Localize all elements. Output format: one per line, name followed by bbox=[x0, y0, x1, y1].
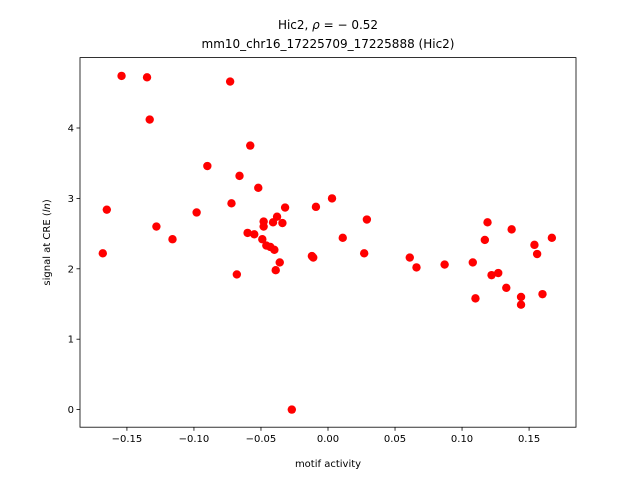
data-point-48 bbox=[516, 292, 526, 302]
data-point-3 bbox=[142, 73, 152, 82]
data-point-16 bbox=[254, 183, 263, 193]
data-point-17 bbox=[258, 235, 267, 244]
chart-title: Hic2, ρ = − 0.52 mm10_chr16_17225709_172… bbox=[202, 18, 455, 51]
y-tick-label: 1 bbox=[68, 335, 74, 346]
chart-title-line2: mm10_chr16_17225709_17225888 (Hic2) bbox=[202, 37, 455, 51]
data-point-52 bbox=[538, 289, 547, 299]
data-point-26 bbox=[275, 258, 284, 267]
data-point-49 bbox=[516, 300, 526, 309]
data-point-27 bbox=[278, 218, 287, 228]
data-point-45 bbox=[494, 268, 503, 278]
y-tick-label: 4 bbox=[68, 124, 74, 135]
data-point-6 bbox=[168, 235, 177, 244]
y-axis: 0 1 2 3 4 bbox=[68, 124, 80, 416]
data-point-8 bbox=[203, 161, 212, 171]
data-point-12 bbox=[235, 171, 244, 181]
data-point-7 bbox=[192, 208, 201, 217]
data-point-29 bbox=[287, 405, 297, 414]
data-point-1 bbox=[102, 205, 112, 214]
x-tick-label: −0.10 bbox=[179, 434, 210, 445]
y-tick-label: 2 bbox=[68, 264, 74, 275]
data-point-5 bbox=[152, 222, 161, 231]
data-point-34 bbox=[338, 233, 347, 243]
data-point-41 bbox=[471, 294, 480, 303]
data-point-51 bbox=[532, 249, 542, 259]
data-point-36 bbox=[362, 215, 372, 224]
x-tick-label: 0.10 bbox=[451, 434, 473, 445]
data-point-40 bbox=[468, 258, 477, 267]
x-tick-label: 0.15 bbox=[518, 434, 540, 445]
data-point-46 bbox=[502, 283, 511, 293]
data-point-42 bbox=[480, 235, 490, 245]
data-point-28 bbox=[280, 203, 290, 212]
data-point-31 bbox=[309, 253, 318, 262]
data-point-47 bbox=[507, 225, 516, 234]
data-point-10 bbox=[227, 199, 236, 208]
data-point-24 bbox=[271, 266, 280, 275]
x-tick-label: −0.15 bbox=[112, 434, 143, 445]
data-point-32 bbox=[311, 202, 321, 212]
data-point-43 bbox=[483, 218, 492, 227]
plot-area-frame bbox=[79, 57, 577, 428]
data-point-33 bbox=[327, 194, 337, 203]
data-point-2 bbox=[117, 71, 126, 81]
data-point-19 bbox=[259, 217, 268, 226]
y-tick-label: 0 bbox=[68, 405, 74, 416]
data-point-38 bbox=[412, 263, 421, 272]
data-point-14 bbox=[246, 141, 255, 150]
data-point-44 bbox=[487, 270, 496, 280]
x-axis-label: motif activity bbox=[295, 459, 361, 470]
y-axis-label: signal at CRE (ln) bbox=[42, 199, 53, 285]
data-point-23 bbox=[270, 245, 279, 254]
data-point-39 bbox=[440, 260, 449, 269]
data-point-13 bbox=[243, 228, 252, 238]
data-point-35 bbox=[359, 249, 369, 258]
data-point-15 bbox=[250, 230, 259, 239]
data-point-37 bbox=[405, 253, 414, 262]
data-point-11 bbox=[232, 270, 242, 279]
data-point-4 bbox=[145, 115, 154, 124]
x-tick-label: 0.05 bbox=[384, 434, 406, 445]
data-point-25 bbox=[272, 212, 282, 221]
chart-title-line1: Hic2, ρ = − 0.52 bbox=[278, 18, 378, 32]
x-axis: −0.15 −0.10 −0.05 0.00 0.05 0.10 0.15 bbox=[112, 427, 540, 445]
data-points bbox=[98, 71, 557, 414]
data-point-0 bbox=[98, 249, 107, 258]
y-tick-label: 3 bbox=[68, 194, 74, 205]
data-point-53 bbox=[547, 233, 557, 243]
data-point-50 bbox=[530, 240, 539, 250]
data-point-9 bbox=[225, 77, 235, 86]
x-tick-label: 0.00 bbox=[317, 434, 339, 445]
x-tick-label: −0.05 bbox=[246, 434, 277, 445]
